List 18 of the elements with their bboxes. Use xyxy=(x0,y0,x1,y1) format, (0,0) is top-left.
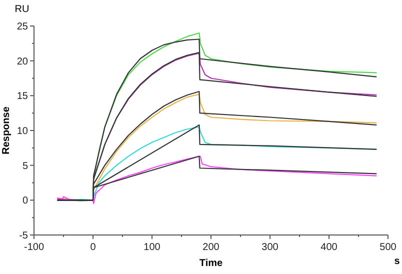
x-axis-title: Time xyxy=(199,258,224,269)
y-tick-label: 10 xyxy=(16,126,28,137)
x-tick-label: 200 xyxy=(202,242,220,253)
y-tick-label: 5 xyxy=(22,160,28,172)
x-tick-label: 0 xyxy=(90,242,96,253)
x-tick-label: -100 xyxy=(24,242,44,253)
y-tick-label: 25 xyxy=(16,22,28,32)
x-tick-label: 100 xyxy=(144,242,161,253)
y-axis-title: Response xyxy=(1,106,12,154)
text: s xyxy=(394,256,400,267)
x-tick-label: 300 xyxy=(262,242,279,253)
y-tick-label: 0 xyxy=(22,196,28,207)
text: RU xyxy=(14,4,30,15)
y-tick-label: 15 xyxy=(16,91,28,102)
x-tick-label: 400 xyxy=(320,242,338,253)
x-tick-label: 500 xyxy=(380,242,397,253)
y-tick-label: 20 xyxy=(16,56,28,68)
y-tick-label: -5 xyxy=(19,230,28,242)
